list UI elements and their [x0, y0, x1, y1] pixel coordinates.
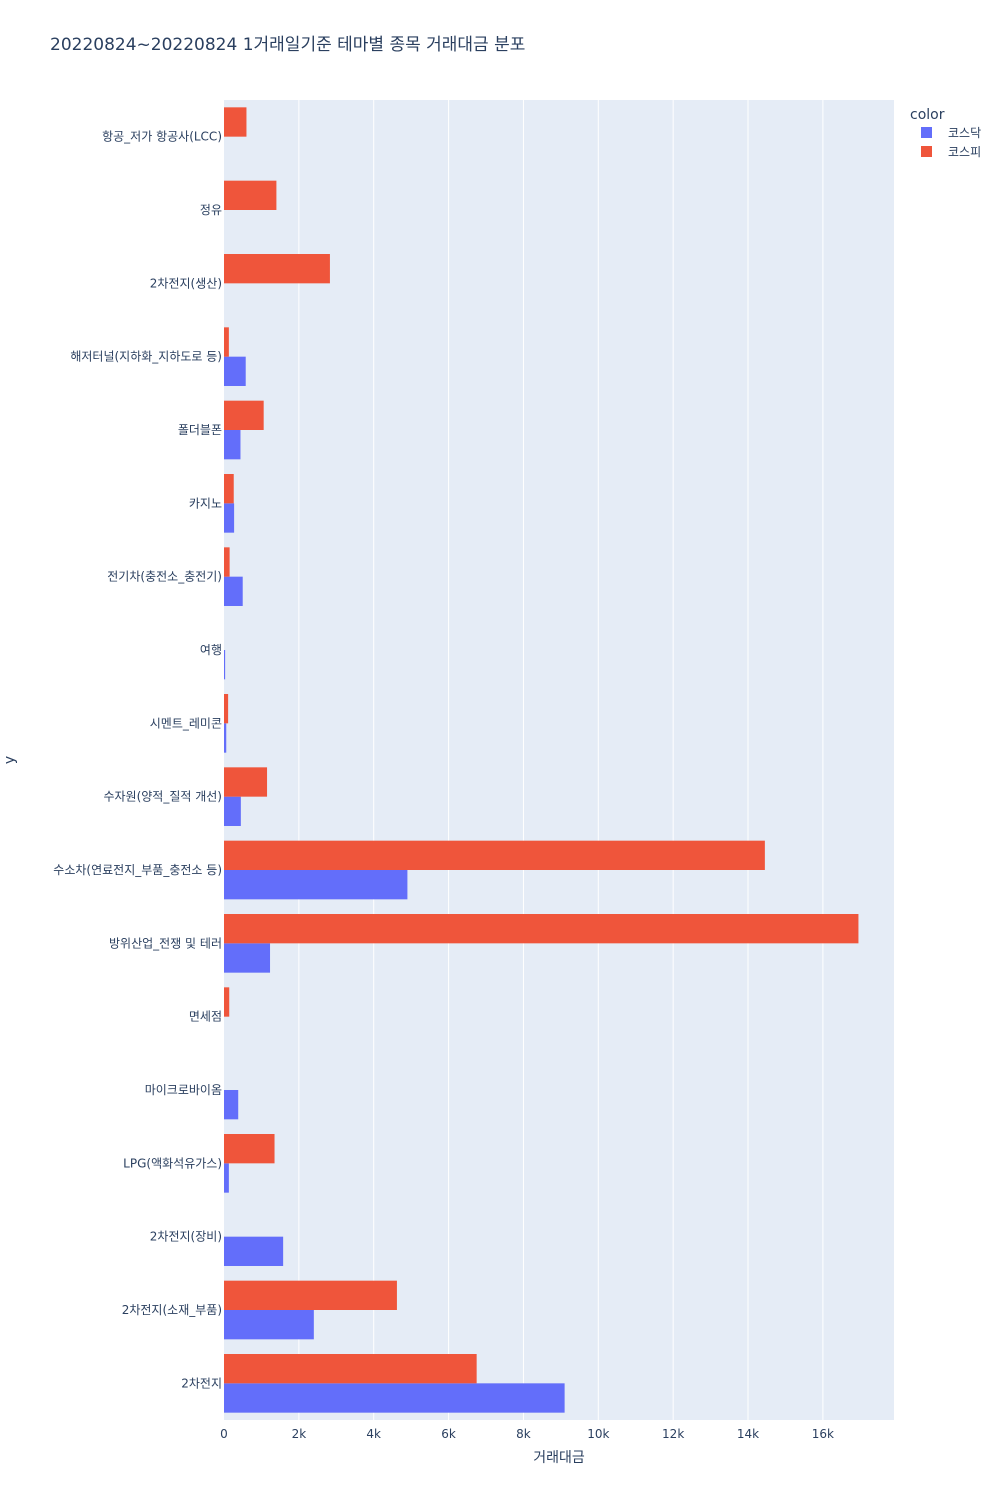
legend-label[interactable]: 코스피 — [948, 145, 981, 159]
y-tick-label: 방위산업_전쟁 및 테러 — [109, 936, 222, 950]
x-tick-label: 16k — [812, 1427, 834, 1441]
bar-코스피 — [224, 840, 765, 870]
y-tick-label: 2차전지(소재_부품) — [122, 1303, 222, 1317]
bar-코스피 — [224, 1354, 477, 1384]
x-tick-label: 8k — [516, 1427, 531, 1441]
bar-코스닥 — [224, 1090, 239, 1120]
bar-코스닥 — [224, 650, 226, 680]
bar-코스닥 — [224, 796, 241, 826]
bar-코스닥 — [224, 723, 227, 753]
bar-코스닥 — [224, 430, 241, 460]
y-tick-label: 수소차(연료전지_부품_충전소 등) — [53, 863, 222, 877]
legend-title: color — [910, 107, 945, 123]
bar-코스피 — [224, 547, 230, 577]
y-tick-label: 2차전지(장비) — [150, 1230, 222, 1244]
y-tick-label: 마이크로바이옴 — [145, 1083, 222, 1097]
bar-코스피 — [224, 1134, 275, 1164]
plot-area — [224, 100, 894, 1420]
bar-코스닥 — [224, 1236, 284, 1266]
bar-코스닥 — [224, 1310, 314, 1340]
x-tick-label: 0 — [220, 1427, 228, 1441]
bar-코스닥 — [224, 1163, 229, 1193]
bar-코스피 — [224, 1280, 397, 1310]
x-tick-label: 12k — [662, 1427, 684, 1441]
bar-코스피 — [224, 107, 247, 137]
bar-코스피 — [224, 474, 234, 504]
y-tick-label: 해저터널(지하화_지하도로 등) — [70, 350, 222, 364]
y-tick-label: 카지노 — [189, 496, 222, 510]
y-axis-title: y — [2, 756, 18, 764]
y-tick-label: 여행 — [200, 642, 222, 657]
legend-label[interactable]: 코스닥 — [948, 126, 981, 140]
y-tick-label: 면세점 — [189, 1010, 222, 1024]
x-tick-label: 10k — [587, 1427, 609, 1441]
y-tick-label: 수자원(양적_질적 개선) — [103, 790, 222, 804]
bar-코스닥 — [224, 1383, 565, 1413]
y-axis-ticks: 항공_저가 항공사(LCC) 정유 2차전지(생산) 해저터널(지하화_지하도로 등)… — [53, 130, 222, 1391]
bar-코스닥 — [224, 356, 246, 386]
chart-title: 20220824~20220824 1거래일기준 테마별 종목 거래대금 분포 — [50, 35, 525, 55]
legend-swatch[interactable] — [921, 146, 932, 157]
bar-코스피 — [224, 987, 230, 1017]
y-tick-label: 2차전지(생산) — [150, 276, 222, 290]
y-tick-label: 정유 — [200, 203, 222, 217]
x-tick-label: 2k — [292, 1427, 307, 1441]
bar-코스피 — [224, 180, 277, 210]
y-tick-label: LPG(액화석유가스) — [123, 1156, 222, 1170]
bar-코스피 — [224, 400, 264, 430]
bar-코스피 — [224, 327, 229, 357]
y-tick-label: 항공_저가 항공사(LCC) — [102, 130, 222, 144]
x-axis-ticks: 0 2k 4k 6k 8k 10k 12k 14k 16k — [220, 1427, 834, 1441]
bar-코스피 — [224, 767, 268, 797]
gridlines — [298, 100, 824, 1420]
bar-코스피 — [224, 914, 859, 944]
y-tick-label: 전기차(충전소_충전기) — [107, 570, 222, 584]
y-tick-label: 시멘트_레미콘 — [150, 716, 222, 730]
x-tick-label: 6k — [441, 1427, 456, 1441]
bar-코스닥 — [224, 576, 243, 606]
bars — [224, 107, 859, 1413]
x-axis-title: 거래대금 — [533, 1450, 585, 1466]
y-tick-label: 폴더블폰 — [178, 423, 222, 437]
bar-코스닥 — [224, 943, 271, 973]
bar-코스피 — [224, 694, 229, 724]
y-tick-label: 2차전지 — [181, 1376, 222, 1390]
x-tick-label: 4k — [366, 1427, 381, 1441]
legend-swatch[interactable] — [921, 127, 932, 138]
bar-코스피 — [224, 254, 330, 284]
bar-코스닥 — [224, 870, 408, 900]
x-tick-label: 14k — [737, 1427, 759, 1441]
bar-코스닥 — [224, 503, 235, 533]
